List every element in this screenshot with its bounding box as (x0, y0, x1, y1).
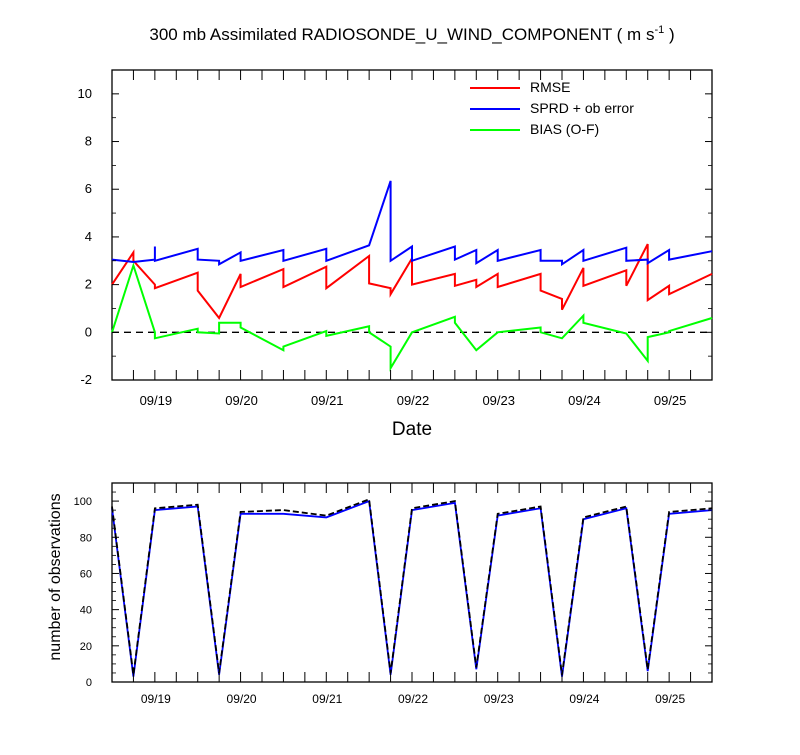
top-y-tick-label: 2 (85, 277, 92, 292)
bottom-series-group (111, 498, 713, 677)
top-x-tick-label: 09/23 (482, 393, 515, 408)
bot-x-tick-label: 09/19 (141, 692, 171, 706)
legend-label: BIAS (O-F) (530, 121, 599, 137)
legend-label: RMSE (530, 79, 570, 95)
bot-series-obs-possible (111, 498, 713, 675)
chart-title-main: 300 mb Assimilated RADIOSONDE_U_WIND_COM… (149, 25, 654, 44)
top-series-sprd-ob-error (111, 180, 713, 267)
top-x-tick-label: 09/20 (225, 393, 258, 408)
bot-y-tick-label: 100 (74, 496, 92, 508)
top-y-tick-label: 10 (78, 86, 92, 101)
bottom-y-axis-label: number of observations (47, 493, 64, 660)
chart-title: 300 mb Assimilated RADIOSONDE_U_WIND_COM… (149, 24, 674, 44)
chart-title-superscript: -1 (654, 24, 664, 36)
bot-x-tick-label: 09/23 (484, 692, 514, 706)
top-x-tick-label: 09/24 (568, 393, 601, 408)
bot-x-tick-label: 09/20 (227, 692, 257, 706)
top-series-group (111, 180, 713, 372)
bot-y-tick-label: 0 (86, 677, 92, 689)
top-x-tick-label: 09/25 (654, 393, 687, 408)
top-y-tick-label: 0 (85, 324, 92, 339)
top-series-bias-o-f (111, 262, 713, 372)
top-series-rmse (111, 243, 713, 320)
chart-title-close: ) (664, 25, 674, 44)
bot-x-tick-label: 09/21 (312, 692, 342, 706)
top-y-tick-label: 8 (85, 134, 92, 149)
top-x-tick-label: 09/21 (311, 393, 344, 408)
top-legend: RMSE SPRD + ob error BIAS (O-F) (470, 79, 634, 137)
top-x-axis-label: Date (392, 419, 432, 440)
top-y-tick-label: 6 (85, 181, 92, 196)
bot-y-tick-label: 40 (80, 605, 92, 617)
bot-series-obs-assimilated (111, 499, 713, 677)
top-axis-ticks: -2 0 2 4 6 8 10 09/19 09/20 09/21 09/22 09/23 09/24 0… (78, 69, 712, 408)
top-y-tick-label: -2 (80, 372, 92, 387)
bot-y-tick-label: 60 (80, 568, 92, 580)
bot-y-tick-label: 20 (80, 641, 92, 653)
bot-x-tick-label: 09/25 (655, 692, 685, 706)
bot-y-tick-label: 80 (80, 532, 92, 544)
bottom-axis-ticks: 0 20 40 60 80 100 09/19 09/20 09/21 09/22 09/23 09/… (74, 482, 712, 706)
legend-label: SPRD + ob error (530, 100, 634, 116)
bot-x-tick-label: 09/22 (398, 692, 428, 706)
top-x-tick-label: 09/19 (140, 393, 173, 408)
top-x-tick-label: 09/22 (397, 393, 430, 408)
bot-x-tick-label: 09/24 (569, 692, 599, 706)
top-y-tick-label: 4 (85, 229, 92, 244)
